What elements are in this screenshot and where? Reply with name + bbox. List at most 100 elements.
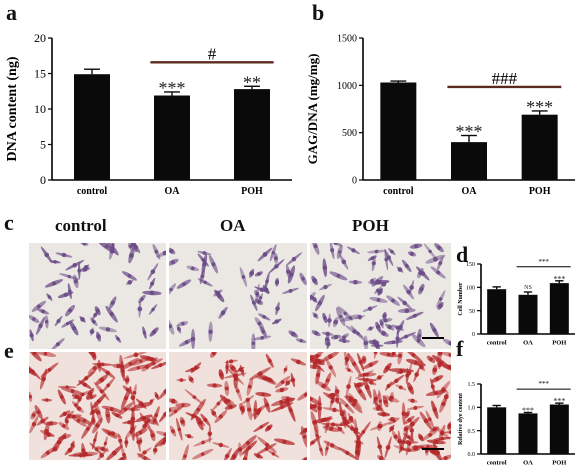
stained-cell — [344, 395, 358, 405]
stained-cell — [377, 411, 391, 417]
significance-bracket-label: ### — [492, 69, 518, 88]
stained-cell — [315, 365, 321, 385]
stained-cell — [169, 398, 178, 404]
bar-poh — [234, 89, 270, 180]
stained-cell — [44, 315, 49, 329]
stained-cell — [438, 454, 451, 460]
stained-cell — [253, 453, 264, 459]
chart-d-cell-number: 0 50 100 150 Cell Number control OA NS POH *** *** — [458, 258, 575, 347]
chart-a-dna-content: 0 5 10 15 20 DNA content (ng) control OA *** POH *… — [5, 31, 292, 197]
stained-cell — [190, 328, 196, 349]
stained-cell — [185, 412, 202, 420]
stained-cell — [86, 388, 95, 400]
stained-cell — [379, 318, 384, 329]
stained-cell — [106, 243, 119, 256]
stained-cell — [373, 388, 379, 409]
stained-cell — [29, 352, 42, 362]
stained-cell — [311, 330, 321, 337]
stained-cell — [79, 316, 86, 323]
stained-cell — [288, 330, 299, 338]
stained-cell — [438, 424, 446, 442]
stained-cell — [197, 250, 212, 256]
stained-cell — [54, 315, 63, 327]
stained-cell — [239, 266, 248, 288]
stained-cell — [121, 271, 137, 281]
stained-cell — [34, 405, 43, 420]
stained-cell — [339, 333, 349, 342]
stained-cell — [130, 409, 136, 429]
stained-cell — [98, 326, 117, 333]
stained-cell — [259, 325, 267, 337]
stained-cell — [322, 425, 340, 432]
stained-cell — [367, 249, 386, 254]
stained-cell — [396, 370, 406, 374]
stained-cell — [284, 379, 291, 387]
stained-cell — [432, 441, 443, 460]
stained-cell — [396, 266, 404, 273]
stained-cell — [101, 405, 122, 413]
stained-cell — [318, 443, 324, 457]
y-tick-label: 1.0 — [468, 405, 476, 411]
stained-cell — [154, 431, 166, 448]
stained-cell — [137, 300, 143, 318]
stained-cell — [279, 397, 296, 407]
stained-cell — [320, 422, 346, 427]
stained-cell — [192, 448, 214, 460]
stained-cell — [268, 259, 285, 274]
stained-cell — [345, 375, 352, 398]
stained-cell — [90, 416, 96, 425]
stained-cell — [316, 380, 331, 392]
stained-cell — [369, 297, 388, 303]
bar-poh — [549, 404, 569, 454]
stained-cell — [188, 375, 195, 384]
stained-cell — [403, 284, 415, 300]
y-tick-label: 0 — [352, 176, 357, 187]
bar-oa — [518, 294, 538, 334]
stained-cell — [149, 327, 159, 337]
stained-cell — [178, 337, 195, 347]
stained-cell — [384, 436, 392, 459]
stained-cell — [273, 438, 295, 445]
stained-cell — [96, 331, 102, 342]
stained-cell — [327, 392, 337, 398]
stained-cell — [339, 253, 349, 270]
stained-cell — [434, 243, 444, 253]
stained-cell — [111, 411, 123, 419]
cell-texture — [310, 352, 451, 460]
stained-cell — [254, 317, 265, 330]
stained-cell — [214, 410, 228, 424]
stained-cell — [317, 395, 322, 421]
stained-cell — [151, 361, 166, 370]
stained-cell — [374, 374, 384, 381]
cell-texture — [29, 243, 166, 349]
stained-cell — [334, 385, 340, 398]
stained-cell — [275, 387, 289, 393]
stained-cell — [246, 377, 254, 396]
stained-cell — [382, 396, 389, 408]
stained-cell — [312, 417, 333, 424]
stained-cell — [30, 410, 37, 420]
stained-cell — [152, 445, 158, 455]
stained-cell — [383, 340, 403, 345]
y-tick-label: 0.5 — [468, 429, 476, 435]
stained-cell — [264, 272, 270, 291]
significance-marker: NS — [524, 285, 532, 291]
stained-cell — [267, 449, 280, 458]
y-tick-label: 5 — [40, 138, 46, 152]
stained-cell — [158, 383, 166, 400]
stained-cell — [396, 332, 417, 342]
stained-cell — [75, 393, 84, 407]
stained-cell — [258, 293, 263, 303]
stained-cell — [214, 289, 225, 303]
stained-cell — [311, 275, 318, 286]
stained-cell — [177, 321, 189, 327]
stained-cell — [258, 313, 271, 321]
y-axis-label: Relative dye content — [458, 393, 464, 445]
stained-cell — [250, 294, 258, 312]
stained-cell — [40, 246, 53, 264]
stained-cell — [366, 326, 375, 331]
stained-cell — [241, 440, 258, 455]
stained-cell — [321, 331, 334, 337]
stained-cell — [416, 266, 430, 281]
stained-cell — [132, 402, 153, 409]
